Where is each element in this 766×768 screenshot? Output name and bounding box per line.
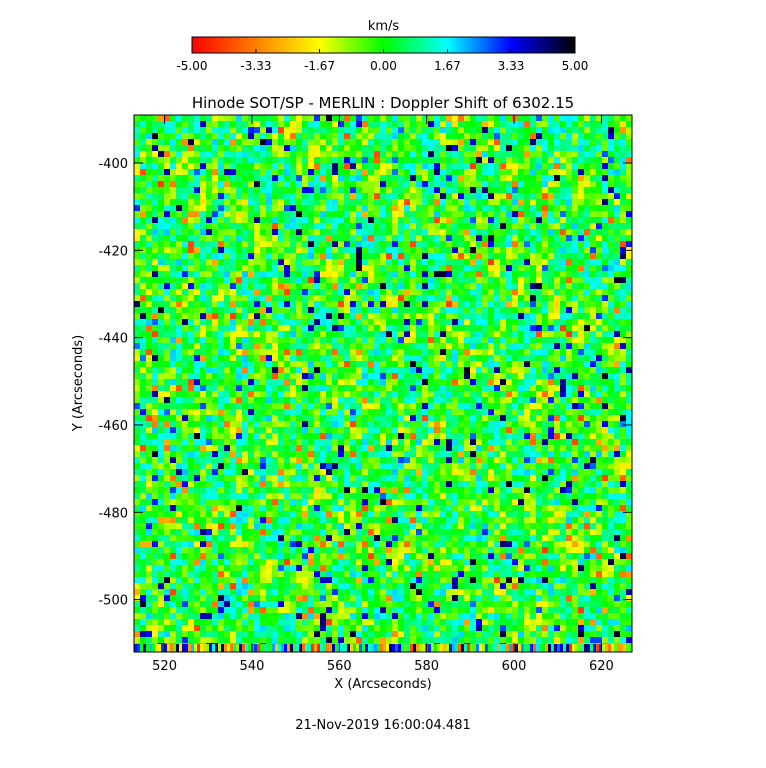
y-axis-label: Y (Arcseconds) [71, 335, 86, 432]
y-tick-label: -500 [98, 594, 128, 609]
y-tick-label: -440 [98, 332, 128, 347]
x-tick-label: 600 [502, 659, 527, 674]
x-tick-label: 540 [240, 659, 265, 674]
plot-frame [133, 114, 633, 653]
doppler-heatmap [134, 115, 632, 652]
y-tick-label: -420 [98, 244, 128, 259]
y-tick-label: -460 [98, 419, 128, 434]
x-tick-label: 620 [589, 659, 614, 674]
colorbar-tick-label: 3.33 [498, 59, 525, 73]
x-tick-label: 580 [414, 659, 439, 674]
x-tick-label: 520 [152, 659, 177, 674]
y-tick-label: -400 [98, 157, 128, 172]
colorbar-tick-label: -1.67 [304, 59, 335, 73]
colorbar-label: km/s [368, 19, 400, 34]
colorbar-tick-label: 1.67 [434, 59, 461, 73]
colorbar-tick-label: -5.00 [176, 59, 207, 73]
colorbar-ticks: -5.00 -3.33 -1.67 0.00 1.67 3.33 5.00 [176, 49, 588, 73]
x-tick-label: 560 [327, 659, 352, 674]
x-axis-label: X (Arcseconds) [334, 677, 431, 692]
colorbar-tick-label: -3.33 [240, 59, 271, 73]
x-axis: 520 540 560 580 600 620 [152, 115, 614, 674]
y-axis: -400 -420 -440 -460 -480 -500 [98, 157, 632, 609]
plot-area [134, 115, 632, 652]
timestamp: 21-Nov-2019 16:00:04.481 [295, 718, 471, 733]
colorbar: km/s -5.00 -3.33 -1.67 0.00 1.67 3.33 5.00 [176, 19, 588, 73]
colorbar-tick-label: 0.00 [370, 59, 397, 73]
y-tick-label: -480 [98, 506, 128, 521]
chart-title: Hinode SOT/SP - MERLIN : Doppler Shift o… [192, 94, 574, 112]
colorbar-tick-label: 5.00 [562, 59, 589, 73]
